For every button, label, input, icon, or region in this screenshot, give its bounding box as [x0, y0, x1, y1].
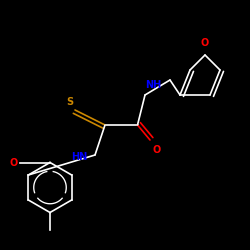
Text: O: O	[152, 145, 161, 155]
Text: NH: NH	[145, 80, 161, 90]
Text: HN: HN	[71, 152, 88, 162]
Text: O: O	[9, 158, 18, 168]
Text: O: O	[201, 38, 209, 48]
Text: S: S	[66, 98, 73, 108]
